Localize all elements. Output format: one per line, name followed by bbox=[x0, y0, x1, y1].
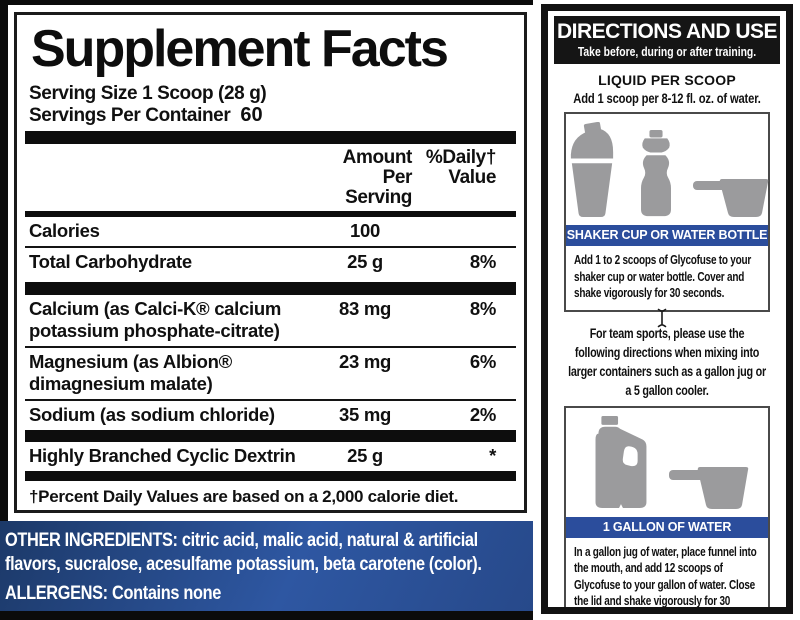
team-sports-text: For team sports, please use the followin… bbox=[568, 325, 766, 398]
liquid-per-scoop-heading: LIQUID PER SCOOP bbox=[598, 72, 736, 88]
thick-divider bbox=[25, 430, 516, 442]
servings-count: 60 bbox=[240, 103, 263, 126]
allergens-text: Contains none bbox=[111, 583, 221, 604]
directions-subtitle: Take before, during or after training. bbox=[577, 44, 757, 59]
text-cursor-icon bbox=[656, 308, 668, 328]
table-row-calories: Calories 100 bbox=[29, 220, 380, 241]
shaker-bar-label: SHAKER CUP OR WATER BOTTLE bbox=[566, 225, 768, 246]
gallon-instructions-text: In a gallon jug of water, place funnel i… bbox=[574, 544, 757, 608]
table-row-calcium: Calcium (as Calci-K® calcium potassium p… bbox=[29, 298, 496, 341]
shaker-icons-row bbox=[565, 114, 769, 225]
directions-title: DIRECTIONS AND USE bbox=[556, 20, 778, 43]
serving-size: Serving Size 1 Scoop (28 g) bbox=[29, 83, 267, 104]
supplement-facts-panel: Supplement Facts Serving Size 1 Scoop (2… bbox=[8, 5, 533, 521]
other-ingredients-box: OTHER INGREDIENTS: citric acid, malic ac… bbox=[0, 521, 533, 611]
gallon-jug-icon bbox=[585, 415, 655, 510]
liquid-per-scoop-subtext: Add 1 scoop per 8-12 fl. oz. of water. bbox=[573, 90, 761, 106]
directions-panel-margin: DIRECTIONS AND USE Take before, during o… bbox=[533, 0, 800, 620]
thin-divider bbox=[25, 246, 516, 248]
bottom-black-border bbox=[0, 611, 800, 620]
thin-divider bbox=[25, 399, 516, 401]
servings-label: Servings Per Container bbox=[29, 104, 231, 126]
scoop-icon bbox=[669, 466, 749, 510]
shaker-instructions-text: Add 1 to 2 scoops of Glycofuse to your s… bbox=[574, 253, 752, 300]
medium-divider bbox=[25, 211, 516, 217]
allergens-label: ALLERGENS: bbox=[5, 583, 108, 604]
shaker-instruction-box: SHAKER CUP OR WATER BOTTLE Add 1 to 2 sc… bbox=[564, 112, 770, 312]
footnote-not-established: *Daily Value not established. bbox=[29, 508, 512, 511]
left-black-border bbox=[0, 5, 8, 521]
directions-panel: DIRECTIONS AND USE Take before, during o… bbox=[541, 4, 793, 614]
daily-value-header: %Daily† Value bbox=[425, 147, 496, 188]
facts-footnotes: †Percent Daily Values are based on a 2,0… bbox=[29, 486, 512, 511]
thick-divider bbox=[25, 471, 516, 481]
shaker-cup-icon bbox=[565, 122, 619, 218]
allergens-line: ALLERGENS: Contains none bbox=[5, 582, 532, 606]
other-ingredients-label: OTHER INGREDIENTS: bbox=[5, 530, 178, 551]
facts-column-headers: Amount Per Serving %Daily† Value bbox=[29, 144, 512, 211]
table-row-carbohydrate: Total Carbohydrate 25 g 8% bbox=[29, 251, 496, 272]
amount-header: Amount Per Serving bbox=[342, 147, 413, 208]
table-row-magnesium: Magnesium (as Albion® dimagnesium malate… bbox=[29, 351, 496, 394]
servings-per-container: Servings Per Container 60 bbox=[29, 103, 512, 127]
other-ingredients-text: citric acid, malic acid, natural & artif… bbox=[5, 530, 482, 575]
thick-divider bbox=[25, 282, 516, 295]
other-ingredients-line: OTHER INGREDIENTS: citric acid, malic ac… bbox=[5, 529, 532, 576]
water-bottle-icon bbox=[633, 130, 679, 218]
thin-divider bbox=[25, 346, 516, 348]
supplement-facts-title: Supplement Facts bbox=[31, 20, 449, 78]
top-black-border bbox=[0, 0, 800, 5]
footnote-daily-values: †Percent Daily Values are based on a 2,0… bbox=[29, 487, 459, 506]
supplement-facts-box: Supplement Facts Serving Size 1 Scoop (2… bbox=[14, 12, 527, 513]
thick-divider bbox=[25, 131, 516, 144]
gallon-instruction-box: 1 GALLON OF WATER In a gallon jug of wat… bbox=[564, 405, 770, 608]
scoop-icon bbox=[693, 178, 769, 218]
gallon-icons-row bbox=[566, 408, 768, 517]
table-row-dextrin: Highly Branched Cyclic Dextrin 25 g * bbox=[29, 445, 496, 466]
directions-header: DIRECTIONS AND USE Take before, during o… bbox=[554, 16, 780, 64]
gallon-bar-label: 1 GALLON OF WATER bbox=[566, 516, 768, 538]
table-row-sodium: Sodium (as sodium chloride) 35 mg 2% bbox=[29, 404, 496, 425]
